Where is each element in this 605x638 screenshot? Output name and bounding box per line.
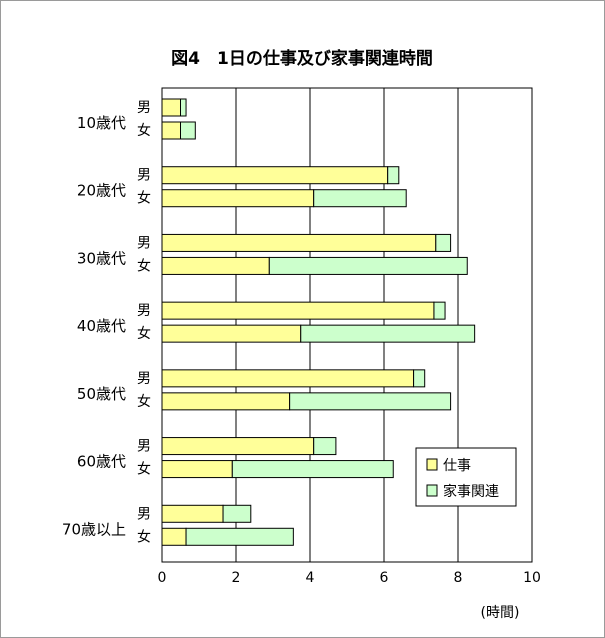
x-tick-label: 6 [380, 570, 389, 586]
bar-housework [180, 98, 187, 117]
bar-work [161, 369, 415, 388]
bar-work [161, 504, 224, 523]
bar-housework [185, 527, 294, 546]
age-group-label: 70歳以上 [62, 520, 126, 538]
bar-housework [313, 437, 337, 456]
sex-label-male: 男 [137, 439, 151, 455]
bar-housework [222, 504, 252, 523]
sex-label-female: 女 [137, 528, 151, 545]
chart-title: 図4 1日の仕事及び家事関連時間 [171, 48, 433, 69]
legend-label-housework: 家事関連 [443, 483, 499, 500]
bar-housework [387, 166, 400, 185]
bar-layer [161, 98, 476, 546]
bar-housework [180, 121, 196, 140]
x-tick-label: 10 [523, 570, 541, 586]
bar-housework [435, 233, 452, 252]
x-tick-label: 8 [454, 570, 463, 586]
sex-label-male: 男 [137, 100, 151, 116]
sex-label-male: 男 [137, 168, 151, 184]
age-group-label: 10歳代 [77, 114, 126, 132]
bar-work [161, 166, 389, 185]
bar-work [161, 324, 302, 343]
bar-housework [413, 369, 426, 388]
sex-label-female: 女 [137, 122, 151, 139]
bar-housework [231, 460, 394, 479]
sex-label-female: 女 [137, 190, 151, 207]
age-group-label: 40歳代 [77, 317, 126, 335]
bar-work [161, 98, 181, 117]
x-tick-label: 0 [158, 570, 167, 586]
sex-label-female: 女 [137, 461, 151, 478]
axis-layer: 0 2 4 6 8 10 [158, 87, 541, 586]
bar-work [161, 437, 315, 456]
x-tick-label: 2 [232, 570, 241, 586]
bar-housework [433, 301, 446, 320]
legend-swatch-work [426, 458, 438, 471]
sex-label-male: 男 [137, 303, 151, 319]
sex-label-male: 男 [137, 506, 151, 522]
legend-box [415, 447, 517, 507]
sex-label-male: 男 [137, 235, 151, 251]
bar-work [161, 121, 181, 140]
x-axis-unit-label: (時間) [481, 605, 520, 621]
bar-work [161, 189, 315, 208]
sex-label-female: 女 [137, 393, 151, 410]
bar-housework [268, 256, 468, 275]
plot-area-border [161, 87, 533, 563]
sex-label-female: 女 [137, 325, 151, 342]
bar-housework [289, 392, 452, 411]
legend-swatch-housework [426, 484, 438, 497]
bar-housework [313, 189, 407, 208]
age-group-label: 60歳代 [77, 453, 126, 471]
label-layer: 男女男女男女男女男女男女男女10歳代20歳代30歳代40歳代50歳代60歳代70… [62, 100, 151, 545]
bar-work [161, 233, 437, 252]
legend-label-work: 仕事 [443, 458, 471, 474]
bar-work [161, 256, 270, 275]
bar-work [161, 460, 233, 479]
age-group-label: 30歳代 [77, 249, 126, 267]
sex-label-male: 男 [137, 371, 151, 387]
sex-label-female: 女 [137, 257, 151, 274]
age-group-label: 50歳代 [77, 385, 126, 403]
bar-housework [300, 324, 476, 343]
bar-work [161, 392, 291, 411]
x-tick-label: 4 [306, 570, 315, 586]
bar-work [161, 301, 435, 320]
age-group-label: 20歳代 [77, 182, 126, 200]
bar-work [161, 527, 187, 546]
